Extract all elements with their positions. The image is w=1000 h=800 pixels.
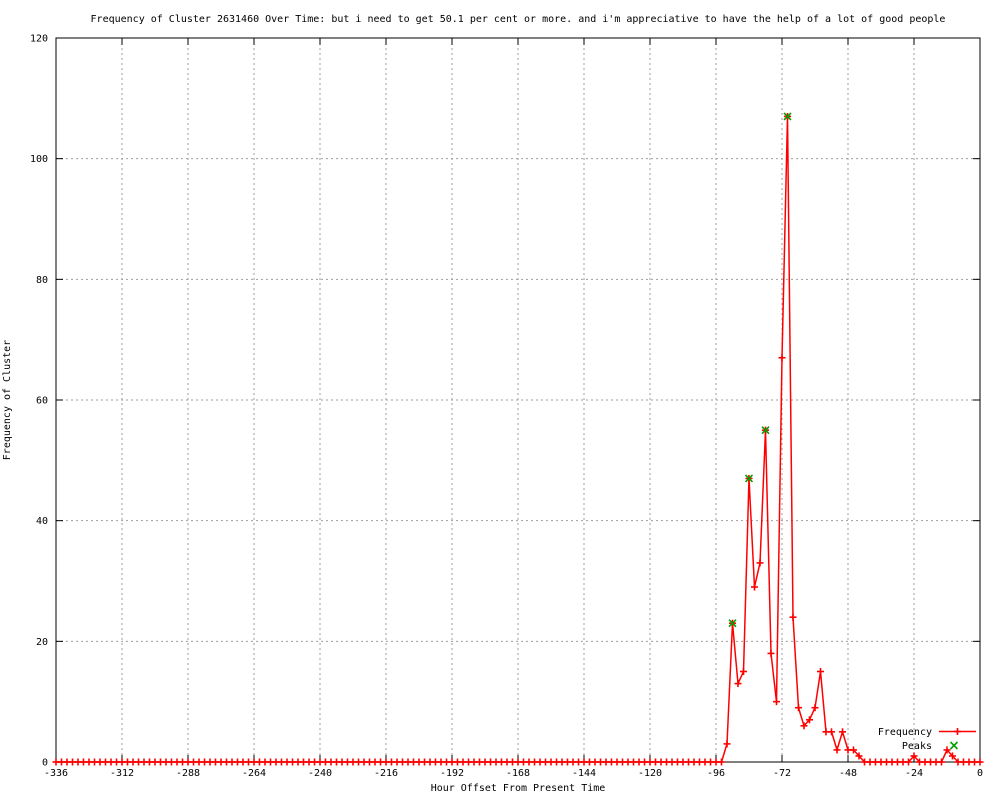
y-tick-label: 100 [30,154,48,165]
y-tick-label: 0 [42,758,48,769]
legend-sample-marker-peaks [949,741,959,750]
y-tick-label: 60 [36,396,48,407]
peak-marker [728,619,737,628]
x-tick-label: -24 [905,768,923,779]
peak-marker [761,426,770,435]
x-tick-label: -120 [638,768,662,779]
y-tick-label: 20 [36,637,48,648]
x-tick-label: -240 [308,768,332,779]
x-tick-label: -336 [44,768,68,779]
peak-marker [744,474,754,483]
chart-title: Frequency of Cluster 2631460 Over Time: … [90,14,946,25]
x-tick-label: -192 [440,768,464,779]
x-tick-label: -288 [176,768,200,779]
x-tick-label: -96 [707,768,725,779]
x-tick-label: -264 [242,768,266,779]
legend-label-peaks: Peaks [902,741,932,752]
x-tick-label: -144 [572,768,596,779]
y-tick-label: 120 [30,34,48,45]
x-tick-label: -48 [839,768,857,779]
y-axis-label: Frequency of Cluster [2,339,13,461]
y-tick-label: 40 [36,516,48,527]
x-tick-label: 0 [977,768,983,779]
peak-marker [783,112,792,121]
x-tick-label: -72 [773,768,791,779]
x-tick-label: -216 [374,768,398,779]
x-tick-label: -168 [506,768,530,779]
x-tick-label: -312 [110,768,134,779]
x-axis-label: Hour Offset From Present Time [430,783,606,794]
legend-label-frequency: Frequency [878,727,932,738]
y-tick-label: 80 [36,275,48,286]
